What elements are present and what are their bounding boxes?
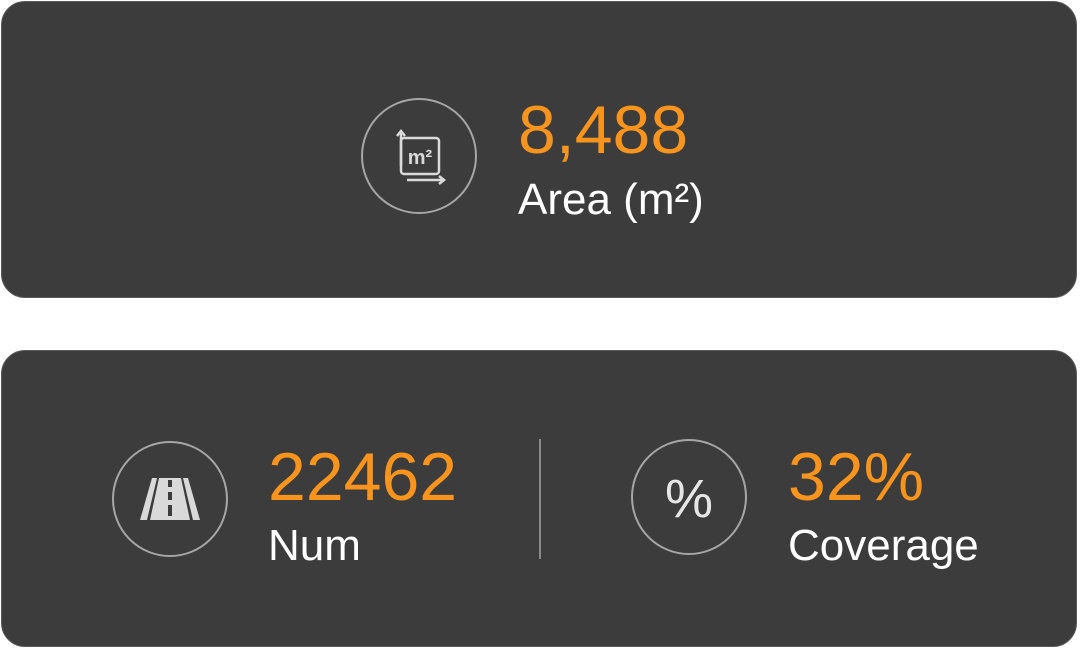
num-label: Num xyxy=(268,521,361,570)
area-m2-icon-graphic: m² xyxy=(396,128,447,185)
percent-icon: % xyxy=(631,439,747,555)
stats-divider xyxy=(539,439,541,559)
area-value: 8,488 xyxy=(518,92,689,168)
area-card: m² 8,488 Area (m²) xyxy=(1,1,1077,298)
area-icon-text: m² xyxy=(408,147,433,169)
area-label: Area (m²) xyxy=(518,175,704,224)
coverage-label: Coverage xyxy=(788,521,979,570)
percent-icon-glyph: % xyxy=(664,469,713,529)
road-icon xyxy=(112,441,228,557)
coverage-value: 32% xyxy=(788,439,925,515)
num-value: 22462 xyxy=(268,439,458,515)
stats-card: 22462 Num % 32% Coverage xyxy=(1,350,1077,647)
area-m2-icon: m² xyxy=(361,98,477,214)
road-icon-graphic xyxy=(140,478,200,520)
